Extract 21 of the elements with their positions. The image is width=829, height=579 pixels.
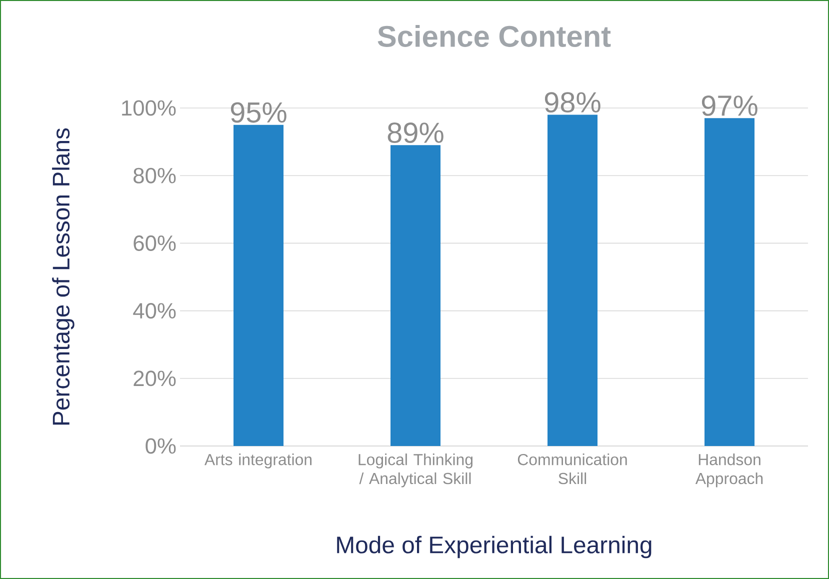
y-tick-label: 60% <box>134 235 176 251</box>
bar <box>234 124 284 446</box>
x-axis-title: Mode of Experiential Learning <box>337 536 652 558</box>
y-tick-label: 0% <box>146 438 176 454</box>
y-tick-label: 20% <box>134 370 176 386</box>
x-tick-label: Logical Thinking / Analytical Skill <box>358 454 472 488</box>
bar <box>704 118 755 446</box>
x-tick-label: Communication Skill <box>518 454 627 484</box>
y-tick-label: 80% <box>134 168 176 184</box>
bar <box>390 145 441 446</box>
data-label: 89% <box>388 122 444 143</box>
x-tick-label: Handson Approach <box>695 454 763 488</box>
y-tick-label: 100% <box>122 100 176 116</box>
chart-title: Science Content <box>378 25 611 47</box>
data-label: 97% <box>702 95 758 116</box>
bar <box>548 114 598 446</box>
data-label: 98% <box>544 92 600 113</box>
y-axis-title: Percentage of Lesson Plans <box>52 128 74 425</box>
x-tick-label: Arts integration <box>204 454 312 468</box>
y-tick-label: 40% <box>133 303 176 319</box>
data-label: 95% <box>230 102 286 123</box>
